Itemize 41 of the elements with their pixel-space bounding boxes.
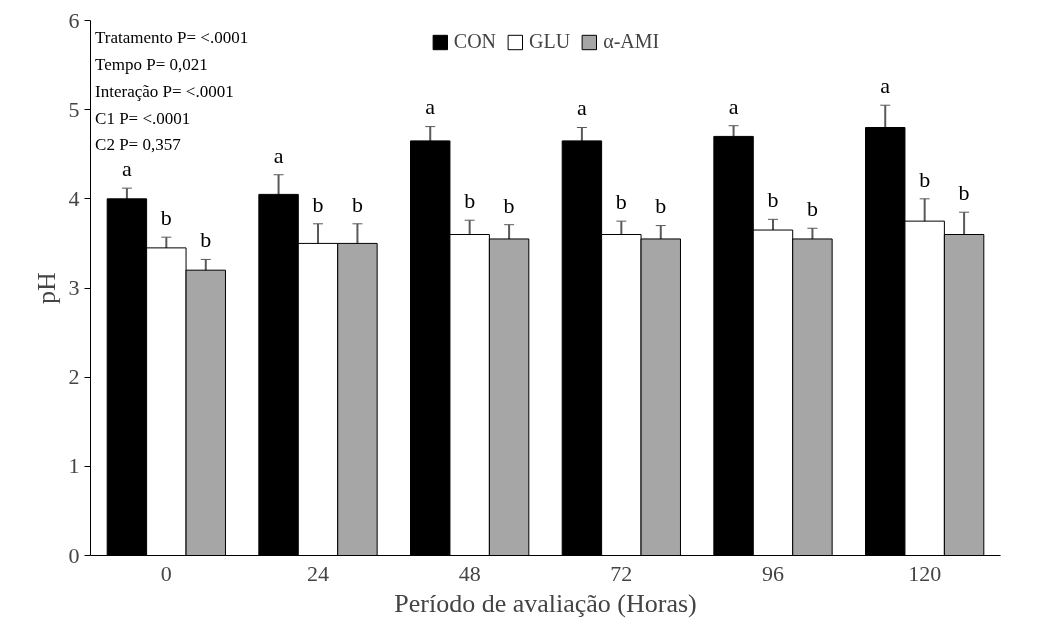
data-label: b bbox=[351, 191, 363, 217]
legend-label: α-AMI bbox=[603, 30, 660, 53]
data-label: b bbox=[200, 227, 212, 253]
y-axis-title: pH bbox=[31, 271, 61, 304]
annotation: Tempo P= 0,021 bbox=[95, 55, 208, 74]
data-label: b bbox=[312, 191, 324, 217]
y-tick-label: 4 bbox=[68, 185, 80, 211]
data-label: b bbox=[655, 193, 667, 219]
y-tick-label: 0 bbox=[68, 542, 80, 568]
annotation: C2 P= 0,357 bbox=[95, 135, 182, 155]
x-tick-label: 96 bbox=[762, 560, 784, 586]
data-label: a bbox=[425, 94, 436, 120]
x-tick-label: 120 bbox=[908, 560, 942, 586]
x-axis-title: Período de avaliação (Horas) bbox=[394, 588, 697, 618]
data-label: b bbox=[767, 187, 779, 213]
data-label: a bbox=[577, 95, 588, 121]
data-label: b bbox=[464, 188, 476, 214]
data-label: b bbox=[919, 166, 931, 192]
legend-label: CON bbox=[453, 30, 497, 53]
x-tick-label: 0 bbox=[160, 560, 172, 586]
data-label: a bbox=[273, 142, 284, 168]
data-label: a bbox=[122, 156, 133, 181]
x-tick-label: 72 bbox=[610, 560, 633, 586]
data-label: b bbox=[806, 196, 818, 222]
data-label: a bbox=[880, 73, 891, 99]
annotation: Interação P= <.0001 bbox=[95, 81, 234, 101]
data-label: b bbox=[160, 205, 172, 231]
y-tick-label: 3 bbox=[68, 275, 80, 300]
y-tick-label: 2 bbox=[68, 364, 80, 390]
annotation: C1 P= <.0001 bbox=[95, 108, 191, 128]
data-label: b bbox=[615, 188, 627, 214]
y-tick-label: 6 bbox=[68, 7, 80, 33]
y-tick-label: 5 bbox=[68, 96, 80, 122]
y-tick-label: 1 bbox=[68, 453, 80, 479]
data-label: a bbox=[728, 93, 739, 119]
x-tick-label: 48 bbox=[458, 560, 481, 586]
data-label: b bbox=[958, 180, 970, 206]
x-tick-label: 24 bbox=[307, 560, 329, 586]
annotation: Tratamento P= <.0001 bbox=[95, 28, 249, 48]
legend-label: GLU bbox=[529, 30, 571, 53]
data-label: b bbox=[503, 192, 515, 218]
